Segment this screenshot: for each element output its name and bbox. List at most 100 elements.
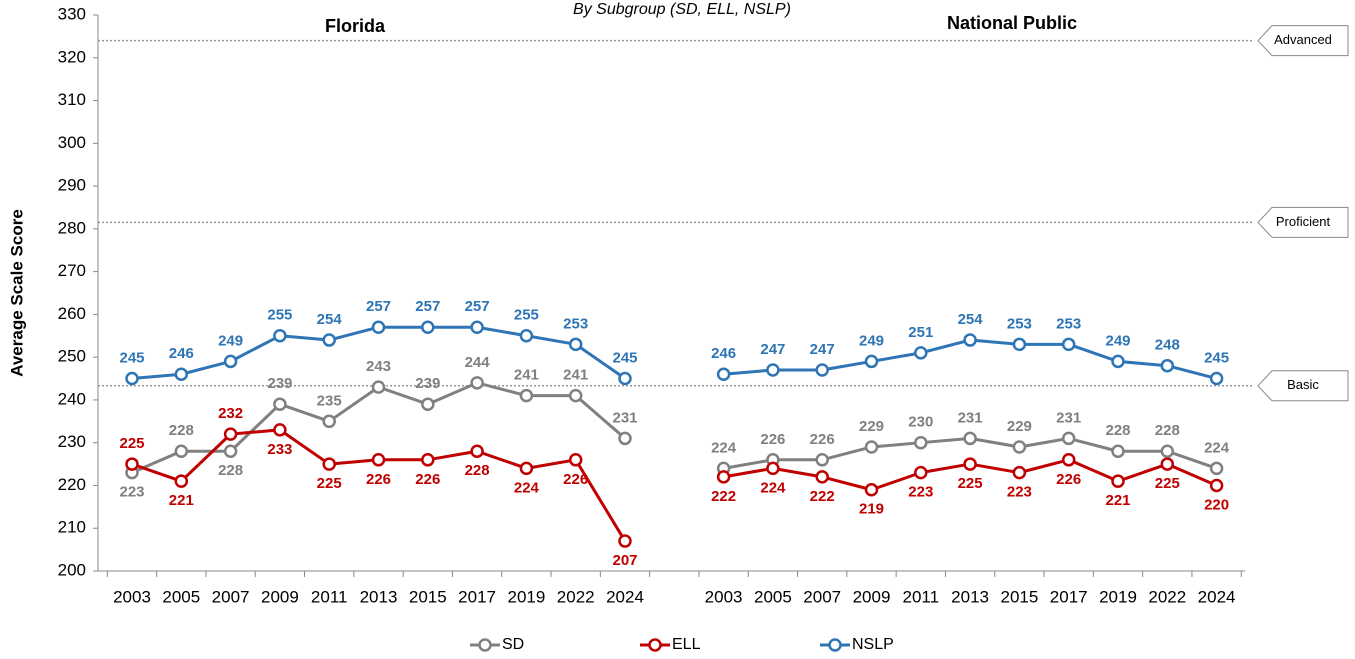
- data-point: [519, 329, 534, 343]
- series-line: [131, 325, 1217, 381]
- data-label: 255: [514, 307, 539, 324]
- y-tick-label: 210: [58, 518, 86, 537]
- data-point: [963, 431, 977, 446]
- reference-tag: [1257, 206, 1349, 238]
- data-point: [815, 363, 829, 377]
- data-label: 223: [119, 484, 144, 501]
- data-label: 254: [317, 311, 343, 328]
- reference-label: Advanced: [1274, 32, 1332, 47]
- data-label: 231: [1056, 409, 1081, 426]
- y-axis-title: Average Scale Score: [7, 209, 26, 377]
- data-point: [223, 427, 238, 441]
- data-point: [1061, 431, 1076, 446]
- data-label: 221: [169, 492, 194, 509]
- data-label: 257: [415, 298, 440, 315]
- data-label: 253: [563, 315, 588, 332]
- data-label: 225: [317, 475, 342, 492]
- y-tick-label: 230: [58, 432, 86, 451]
- x-tick-label: 2011: [311, 587, 348, 606]
- data-label: 253: [1007, 315, 1032, 332]
- x-tick-label: 2005: [162, 587, 200, 606]
- reference-tag: [1257, 25, 1349, 57]
- data-point: [1061, 337, 1076, 352]
- y-tick-label: 280: [58, 218, 86, 237]
- data-point: [322, 457, 336, 471]
- y-tick-label: 250: [58, 347, 86, 366]
- x-tick-label: 2011: [903, 587, 940, 606]
- panel-title: National Public: [947, 13, 1077, 33]
- data-label: 231: [612, 409, 637, 426]
- data-label: 253: [1056, 315, 1081, 332]
- data-point: [914, 435, 928, 450]
- data-label: 233: [267, 441, 292, 458]
- x-tick-label: 2017: [458, 587, 496, 606]
- data-point: [914, 465, 928, 480]
- data-point: [470, 444, 484, 458]
- legend-marker: [648, 638, 662, 652]
- data-point: [1012, 465, 1027, 480]
- data-point: [815, 453, 829, 467]
- data-label: 246: [169, 345, 194, 362]
- data-point: [963, 457, 977, 471]
- data-point: [371, 320, 386, 334]
- data-point: [716, 470, 731, 484]
- data-point: [223, 354, 238, 369]
- data-label: 224: [514, 479, 540, 496]
- y-tick-label: 330: [58, 4, 86, 23]
- data-label: 226: [366, 471, 391, 488]
- data-label: 245: [612, 350, 637, 367]
- data-label: 257: [366, 298, 391, 315]
- y-tick-label: 220: [58, 475, 86, 494]
- legend-label: ELL: [672, 636, 701, 653]
- data-label: 222: [810, 488, 835, 505]
- data-label: 255: [267, 307, 292, 324]
- data-label: 249: [859, 332, 884, 349]
- data-label: 245: [119, 350, 144, 367]
- data-label: 228: [1105, 422, 1130, 439]
- chart-subtitle: By Subgroup (SD, ELL, NSLP): [573, 1, 791, 18]
- x-tick-label: 2019: [1099, 587, 1137, 606]
- data-point: [963, 333, 977, 347]
- data-point: [716, 367, 731, 382]
- panel-title: Florida: [325, 16, 386, 36]
- data-point: [1061, 453, 1076, 467]
- data-point: [618, 431, 632, 446]
- x-tick-label: 2019: [507, 587, 545, 606]
- data-label: 220: [1204, 496, 1229, 513]
- data-point: [470, 320, 484, 334]
- data-point: [273, 397, 287, 411]
- data-label: 225: [1155, 475, 1180, 492]
- data-label: 247: [760, 341, 785, 358]
- y-tick-label: 200: [58, 560, 86, 579]
- data-point: [125, 457, 139, 471]
- data-label: 232: [218, 405, 243, 422]
- y-tick-label: 320: [58, 47, 86, 66]
- data-point: [322, 414, 336, 429]
- x-tick-label: 2007: [803, 587, 841, 606]
- data-point: [1209, 371, 1224, 386]
- data-point: [815, 470, 829, 484]
- y-tick-label: 270: [58, 261, 86, 280]
- data-label: 254: [958, 311, 984, 328]
- x-tick-label: 2024: [1198, 587, 1236, 606]
- x-tick-label: 2005: [754, 587, 792, 606]
- data-label: 226: [563, 471, 588, 488]
- reference-label: Proficient: [1276, 214, 1331, 229]
- data-label: 226: [810, 431, 835, 448]
- y-tick-label: 260: [58, 304, 86, 323]
- data-label: 231: [958, 409, 983, 426]
- data-point: [618, 371, 632, 386]
- x-tick-label: 2003: [705, 587, 743, 606]
- data-label: 226: [1056, 471, 1081, 488]
- data-label: 228: [465, 462, 490, 479]
- data-label: 224: [1204, 439, 1230, 456]
- data-point: [273, 423, 287, 437]
- data-label: 223: [1007, 484, 1032, 501]
- data-point: [421, 397, 435, 411]
- data-point: [421, 320, 435, 334]
- data-label: 228: [1155, 422, 1180, 439]
- data-point: [766, 363, 780, 377]
- x-tick-label: 2015: [409, 587, 447, 606]
- data-point: [618, 534, 632, 548]
